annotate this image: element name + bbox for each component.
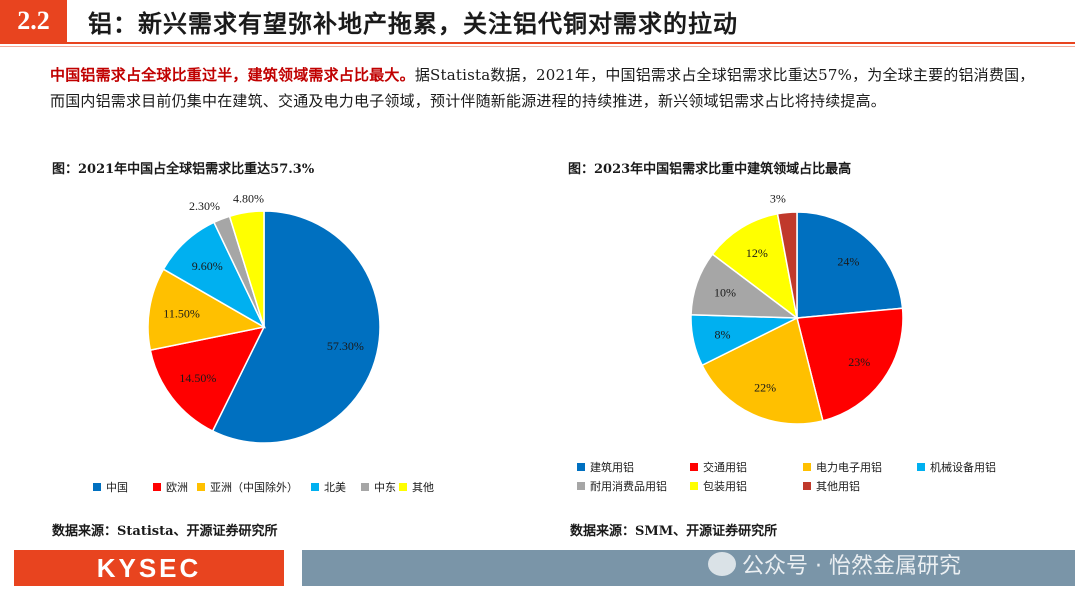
right-pie-chart: 24% 23% 22% 8% 10% 12% 3% 建筑用铝 交通用铝 电力电子用铝 机械设备用铝耐…: [577, 192, 996, 493]
data-label-3: 8%: [714, 327, 730, 341]
right-figure-title: 图：2023年中国铝需求比重中建筑领域占比最高: [568, 162, 852, 177]
data-label-5: 4.80%: [233, 191, 264, 205]
data-label-0: 57.30%: [327, 339, 364, 353]
left-pie-chart: 57.30% 14.50% 11.50% 9.60% 2.30% 4.80% 中国 欧洲 亚洲（…: [93, 191, 434, 494]
right-data-source: 数据来源：SMM、开源证券研究所: [570, 524, 778, 539]
legend-swatch-1: [690, 463, 698, 471]
watermark-text: 公众号 · 怡然金属研究: [742, 554, 961, 579]
footer-bar: [302, 550, 1075, 586]
pie-slice-0: [796, 211, 904, 319]
slide-title: 铝：新兴需求有望弥补地产拖累，关注铝代铜对需求的拉动: [88, 10, 738, 38]
legend-swatch-2: [197, 483, 205, 491]
pie-slice-0: [211, 210, 381, 444]
legend-label-4: 耐用消费品用铝: [590, 479, 667, 493]
left-figure-title: 图：2021年中国占全球铝需求比重达57.3%: [52, 162, 315, 177]
legend-swatch-3: [311, 483, 319, 491]
section-number: 2.2: [0, 0, 67, 42]
data-label-3: 9.60%: [192, 259, 223, 273]
legend-swatch-0: [93, 483, 101, 491]
pie-slice-5: [711, 212, 799, 320]
data-label-4: 2.30%: [189, 199, 220, 213]
data-label-1: 23%: [848, 355, 870, 369]
legend-swatch-3: [917, 463, 925, 471]
pie-slice-5: [228, 210, 265, 328]
legend-label-1: 交通用铝: [703, 460, 747, 474]
data-label-2: 11.50%: [163, 307, 200, 321]
data-label-4: 10%: [714, 286, 736, 300]
intro-highlight: 中国铝需求占全球比重过半，建筑领域需求占比最大。: [50, 66, 415, 84]
legend-label-1: 欧洲: [166, 481, 188, 494]
kysec-logo: KYSEC: [14, 550, 284, 586]
data-label-0: 24%: [837, 255, 859, 269]
title-divider: [0, 42, 1075, 44]
legend-label-5: 包装用铝: [703, 479, 747, 493]
legend-label-6: 其他用铝: [816, 479, 860, 493]
wechat-icon: [708, 552, 736, 576]
pie-slice-6: [776, 211, 798, 319]
data-label-2: 22%: [754, 380, 776, 394]
watermark: 公众号 · 怡然金属研究: [708, 548, 961, 580]
pie-slice-2: [701, 316, 824, 425]
intro-paragraph: 中国铝需求占全球比重过半，建筑领域需求占比最大。据Statista数据，2021…: [50, 62, 1045, 114]
legend-label-2: 电力电子用铝: [816, 460, 882, 474]
legend-swatch-0: [577, 463, 585, 471]
data-label-5: 12%: [746, 246, 768, 260]
legend-label-0: 建筑用铝: [590, 460, 634, 474]
data-label-1: 14.50%: [179, 371, 216, 385]
data-label-6: 3%: [770, 192, 786, 206]
legend-label-3: 北美: [324, 481, 346, 494]
legend-label-4: 中东: [374, 481, 396, 494]
pie-slice-1: [149, 325, 266, 433]
pie-slice-2: [147, 268, 267, 352]
legend-swatch-4: [361, 483, 369, 491]
legend-swatch-5: [399, 483, 407, 491]
pie-slice-1: [796, 307, 904, 422]
intro-body: 据Statista数据，2021年，中国铝需求占全球铝需求比重达57%，为全球主…: [50, 66, 1035, 110]
legend-swatch-2: [803, 463, 811, 471]
legend-label-0: 中国: [106, 481, 128, 494]
legend-swatch-1: [153, 483, 161, 491]
legend-swatch-4: [577, 482, 585, 490]
legend-label-5: 其他: [412, 481, 434, 494]
legend-label-2: 亚洲（中国除外）: [210, 480, 298, 494]
legend-label-3: 机械设备用铝: [930, 460, 996, 474]
legend-swatch-5: [690, 482, 698, 490]
title-divider-thin: [0, 46, 1075, 47]
left-data-source: 数据来源：Statista、开源证券研究所: [52, 524, 278, 539]
legend-swatch-6: [803, 482, 811, 490]
